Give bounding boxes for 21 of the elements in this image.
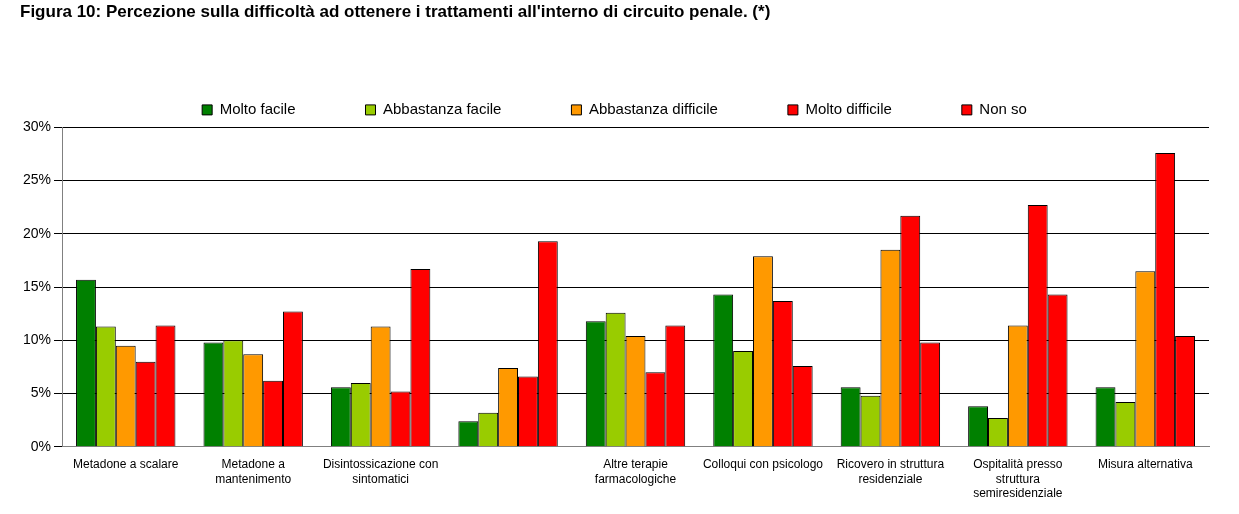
legend-label: Non so <box>979 100 1027 118</box>
y-tick-label: 25% <box>22 171 52 188</box>
y-tick-label: 20% <box>22 224 52 241</box>
legend-label: Abbastanza difficile <box>588 100 718 118</box>
y-tick-label: 0% <box>30 437 52 454</box>
legend-label: Molto difficile <box>805 100 892 118</box>
x-tick-label: Ricovero in struttura residenziale <box>836 457 945 486</box>
x-tick-label: Ospitalità presso struttura semiresidenziale <box>973 457 1063 501</box>
legend-label: Molto facile <box>219 100 296 118</box>
x-tick-label: Disintossicazione con sintomatici <box>322 457 439 486</box>
chart-title: Figura 10: Percezione sulla difficoltà ad ottenere i trattamenti all'interno di circuito penale. (*) <box>20 1 771 21</box>
y-tick-label: 10% <box>22 331 52 348</box>
y-tick-label: 15% <box>22 277 52 294</box>
y-tick-label: 5% <box>30 384 52 401</box>
x-tick-label: Altre terapie farmacologiche <box>594 457 677 486</box>
legend-label: Abbastanza facile <box>383 100 502 118</box>
x-tick-label: Metadone a mantenimento <box>215 457 292 486</box>
x-tick-label: Misura alternativa <box>1097 457 1193 472</box>
x-tick-label: Metadone a scalare <box>73 457 179 472</box>
y-tick-label: 30% <box>22 118 52 135</box>
x-tick-label: Colloqui con psicologo <box>702 457 824 472</box>
